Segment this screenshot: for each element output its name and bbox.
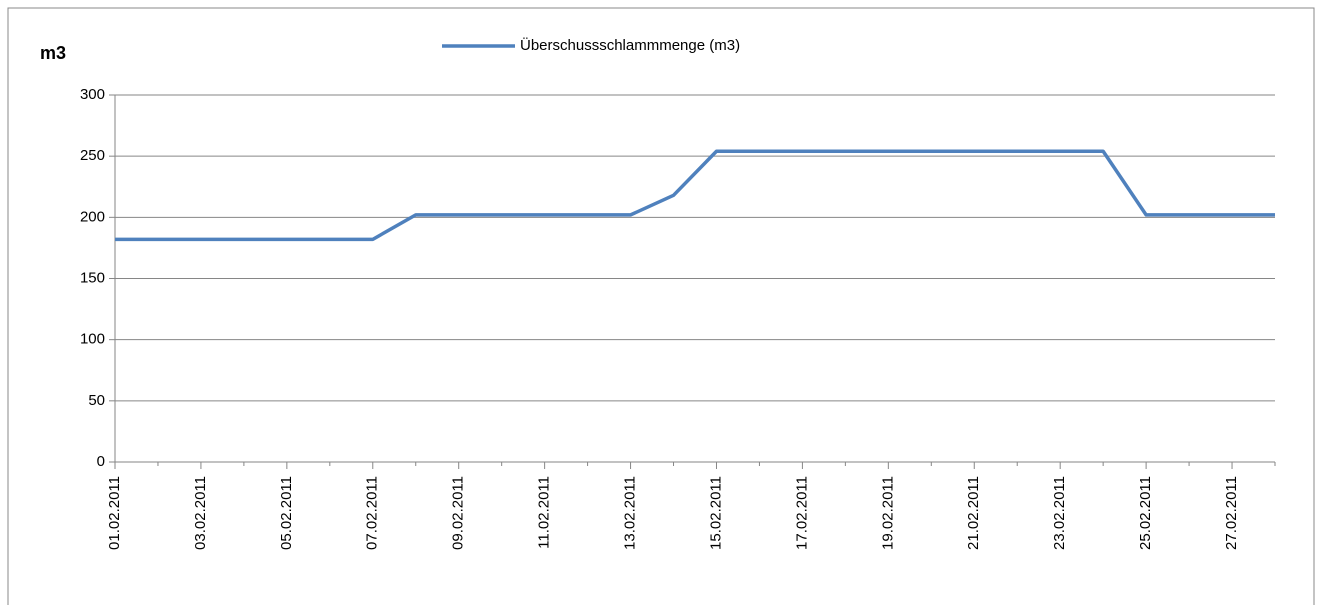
x-tick-label: 27.02.2011: [1223, 476, 1240, 550]
x-tick-label: 15.02.2011: [707, 476, 724, 550]
x-tick-label: 17.02.2011: [793, 476, 810, 550]
x-tick-label: 25.02.2011: [1137, 476, 1154, 550]
y-tick-label: 100: [80, 331, 105, 348]
y-tick-label: 0: [97, 453, 105, 470]
legend-label: Überschussschlammmenge (m3): [520, 36, 740, 54]
y-tick-label: 50: [88, 392, 105, 409]
x-tick-label: 11.02.2011: [536, 476, 553, 549]
x-tick-label: 23.02.2011: [1051, 476, 1068, 550]
x-tick-label: 09.02.2011: [450, 476, 467, 550]
x-tick-label: 21.02.2011: [965, 476, 982, 550]
y-tick-label: 200: [80, 208, 105, 225]
x-tick-label: 03.02.2011: [192, 476, 209, 550]
line-series: [115, 149, 1275, 242]
y-tick-label: 300: [80, 86, 105, 103]
y-tick-label: 250: [80, 147, 105, 164]
x-tick-label: 19.02.2011: [879, 476, 896, 550]
x-tick-label: 13.02.2011: [622, 476, 639, 550]
y-tick-label: 150: [80, 269, 105, 286]
y-axis-label: m3: [40, 43, 66, 63]
chart-frame: [7, 7, 1315, 610]
x-tick-label: 05.02.2011: [278, 476, 295, 550]
x-tick-label: 07.02.2011: [364, 476, 381, 550]
x-tick-label: 01.02.2011: [106, 476, 123, 550]
